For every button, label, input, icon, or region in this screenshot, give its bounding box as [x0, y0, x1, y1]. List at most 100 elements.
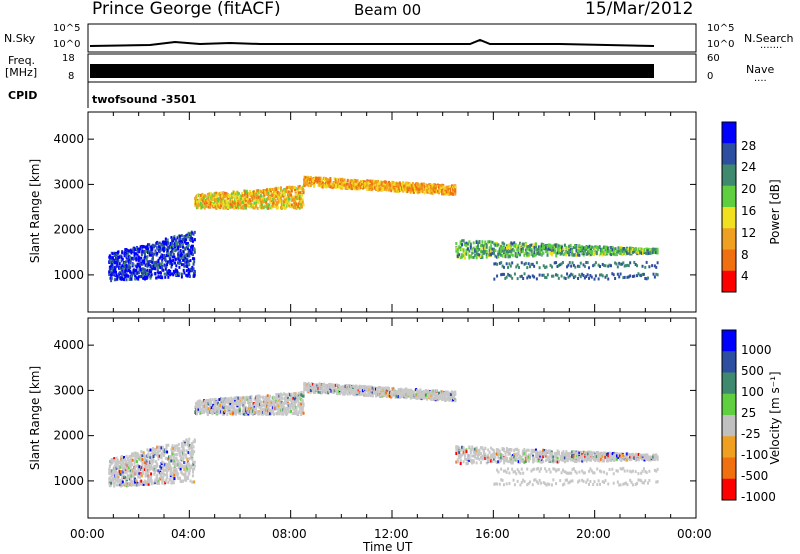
echo-cell [238, 407, 241, 411]
echo-cell [249, 202, 252, 206]
echo-cell [318, 183, 321, 187]
echo-cell [583, 264, 586, 268]
echo-cell [239, 412, 242, 416]
echo-cell [414, 184, 417, 188]
echo-cell [243, 407, 246, 411]
echo-cell [507, 243, 510, 247]
echo-cell [296, 186, 299, 190]
echo-cell [290, 409, 293, 413]
echo-cell [288, 201, 291, 205]
echo-cell [248, 189, 251, 193]
echo-cell [115, 462, 118, 466]
echo-cell [127, 251, 130, 255]
echo-cell [161, 467, 164, 471]
echo-cell [122, 270, 125, 274]
echo-cell [327, 181, 330, 185]
echo-cell [140, 479, 143, 483]
echo-cell [273, 191, 276, 195]
echo-cell [426, 190, 429, 194]
echo-cell [256, 394, 259, 398]
echo-cell [326, 184, 329, 188]
echo-cell [180, 275, 183, 279]
echo-cell [649, 251, 652, 255]
echo-cell [188, 469, 191, 473]
echo-cell [422, 183, 425, 187]
echo-cell [610, 253, 613, 257]
echo-cell [163, 453, 166, 457]
echo-cell [279, 410, 282, 414]
echo-cell [161, 265, 164, 269]
echo-cell [491, 240, 494, 244]
echo-cell [170, 236, 173, 240]
echo-cell [611, 272, 614, 276]
echo-cell [155, 260, 158, 264]
echo-cell [464, 243, 467, 247]
echo-cell [114, 261, 117, 265]
echo-cell [586, 273, 589, 277]
echo-cell [361, 180, 364, 184]
echo-cell [341, 179, 344, 183]
echo-cell [369, 179, 372, 183]
echo-cell [124, 458, 127, 462]
echo-cell [490, 244, 493, 248]
echo-cell [647, 249, 650, 253]
echo-cell [406, 187, 409, 191]
echo-cell [492, 242, 495, 246]
echo-cell [133, 253, 136, 257]
echo-cell [143, 268, 146, 272]
echo-cell [140, 459, 143, 463]
echo-cell [352, 180, 355, 184]
echo-cell [118, 262, 121, 266]
echo-cell [555, 273, 558, 277]
echo-cell [437, 185, 440, 189]
echo-cell [633, 247, 636, 251]
echo-cell [193, 260, 196, 264]
echo-cell [155, 481, 158, 485]
echo-cell [209, 192, 212, 196]
echo-cell [529, 245, 532, 249]
echo-cell [142, 259, 145, 263]
echo-cell [119, 470, 122, 474]
echo-cell [181, 442, 184, 446]
echo-cell [293, 199, 296, 203]
echo-cell [119, 271, 122, 275]
echo-cell [296, 193, 299, 197]
echo-cell [182, 268, 185, 272]
echo-cell [123, 278, 126, 282]
echo-cell [431, 187, 434, 191]
echo-cell [333, 184, 336, 188]
echo-cell [477, 241, 480, 245]
echo-cell [173, 237, 176, 241]
echo-cell [110, 474, 113, 478]
echo-cell [187, 231, 190, 235]
echo-cell [500, 250, 503, 254]
echo-cell [497, 255, 500, 259]
echo-cell [182, 258, 185, 262]
echo-cell [137, 249, 140, 253]
echo-cell [205, 204, 208, 208]
echo-cell [335, 185, 338, 189]
echo-cell [398, 189, 401, 193]
echo-cell [535, 261, 538, 265]
echo-cell [389, 185, 392, 189]
echo-cell [598, 253, 601, 257]
echo-cell [172, 479, 175, 483]
echo-cell [146, 272, 149, 276]
echo-cell [325, 177, 328, 181]
echo-cell [139, 468, 142, 472]
echo-cell [278, 191, 281, 195]
echo-cell [328, 184, 331, 188]
echo-cell [155, 253, 158, 257]
echo-cell [220, 204, 223, 208]
echo-cell [248, 205, 251, 209]
echo-cell [477, 253, 480, 257]
echo-cell [350, 186, 353, 190]
echo-cell [643, 249, 646, 253]
echo-cell [490, 253, 493, 257]
echo-cell [133, 460, 136, 464]
echo-cell [119, 455, 122, 459]
echo-cell [601, 253, 604, 257]
echo-cell [519, 246, 522, 250]
echo-cell [158, 256, 161, 260]
echo-cell [238, 203, 241, 207]
